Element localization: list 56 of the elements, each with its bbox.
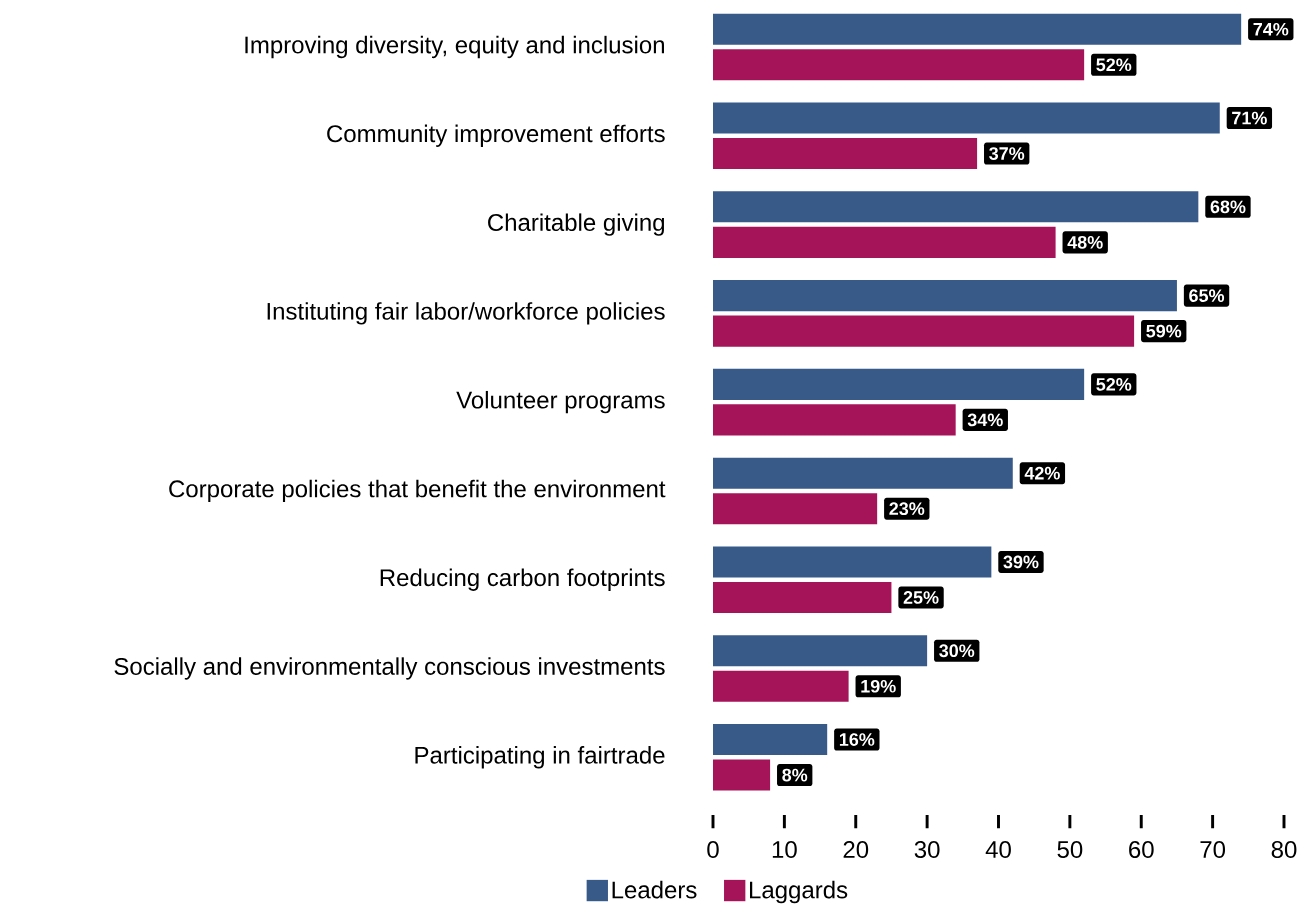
x-tick-label: 10	[772, 841, 797, 859]
bar	[713, 759, 771, 791]
bar	[713, 49, 1085, 81]
y-tick-label: Improving diversity, equity and inclusion	[245, 35, 664, 59]
bar	[713, 226, 1056, 258]
x-tick-label: 30	[914, 841, 940, 859]
bar	[713, 280, 1177, 312]
x-tick-label: 70	[1200, 841, 1226, 859]
bar	[713, 546, 992, 578]
data-label: 8%	[782, 768, 808, 782]
y-tick-label: Reducing carbon footprints	[380, 568, 665, 591]
data-label: 42%	[1024, 466, 1060, 480]
y-tick-label: Instituting fair labor/workforce policies	[267, 302, 665, 325]
data-label: 23%	[889, 502, 925, 516]
bar	[713, 670, 849, 702]
data-label: 59%	[1146, 324, 1182, 338]
data-label: 71%	[1232, 111, 1267, 125]
data-label: 52%	[1096, 58, 1132, 72]
x-tick-label: 60	[1129, 841, 1154, 859]
x-tick-label: 40	[985, 841, 1011, 859]
bar	[713, 635, 928, 667]
data-label: 19%	[861, 679, 896, 693]
x-tick-label: 20	[843, 841, 869, 859]
legend-label: Laggards	[749, 880, 848, 904]
data-label: 65%	[1189, 289, 1225, 302]
data-label: 37%	[989, 147, 1025, 160]
y-tick-label: Community improvement efforts	[327, 124, 665, 147]
bar	[713, 102, 1220, 134]
data-label: 48%	[1067, 235, 1103, 249]
bar	[713, 138, 978, 170]
x-tick-label: 0	[707, 841, 719, 859]
bar	[713, 13, 1242, 45]
data-label: 34%	[967, 413, 1003, 427]
data-label: 39%	[1003, 555, 1039, 569]
data-label: 74%	[1253, 22, 1289, 36]
y-tick-label: Volunteer programs	[456, 390, 665, 414]
bar	[713, 723, 828, 756]
data-label: 16%	[839, 733, 875, 746]
data-label: 68%	[1210, 200, 1246, 214]
y-tick-label: Socially and environmentally conscious investments	[114, 657, 665, 680]
y-tick-label: Corporate policies that benefit the environment	[169, 479, 666, 503]
bar	[713, 315, 1135, 347]
y-tick-label: Charitable giving	[488, 213, 664, 236]
data-label: 30%	[939, 644, 975, 658]
x-tick-label: 50	[1057, 841, 1083, 859]
bar	[713, 493, 878, 525]
data-label: 25%	[903, 591, 939, 604]
bar	[713, 581, 892, 614]
bar	[713, 457, 1013, 489]
bar	[713, 368, 1085, 400]
bar	[713, 404, 956, 436]
x-tick-label: 80	[1271, 841, 1297, 859]
bar	[713, 191, 1199, 223]
data-label: 52%	[1096, 378, 1132, 391]
legend-label: Leaders	[612, 880, 697, 899]
y-tick-label: Participating in fairtrade	[415, 746, 665, 769]
